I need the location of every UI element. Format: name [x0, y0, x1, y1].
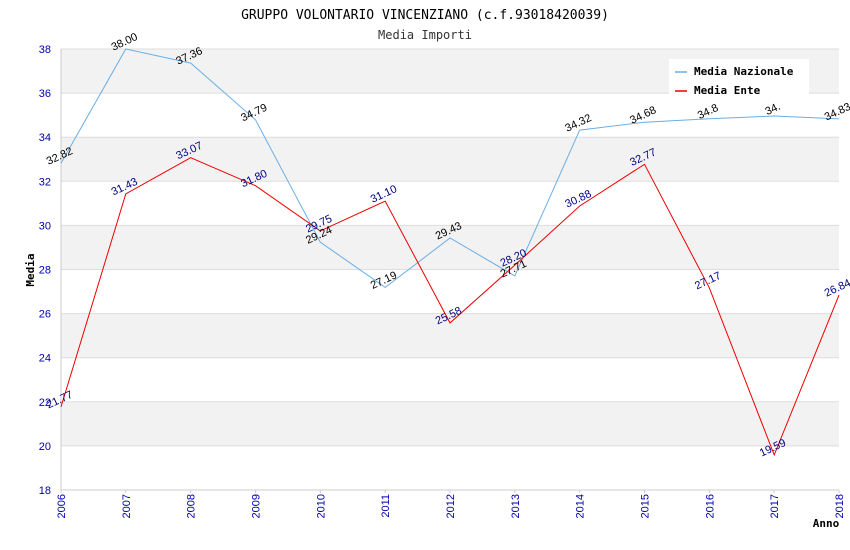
grid-bands — [61, 49, 839, 490]
x-tick-label: 2007 — [121, 494, 133, 518]
x-tick-label: 2013 — [510, 494, 522, 518]
series-line-media-nazionale — [60, 48, 840, 289]
x-tick-label: 2012 — [445, 494, 457, 518]
y-tick-label: 30 — [39, 220, 51, 232]
grid-band — [61, 269, 839, 314]
y-axis-ticks: 18 20 22 24 26 28 30 32 34 36 38 — [39, 44, 51, 497]
grid-band — [61, 401, 839, 446]
x-tick-label: 2009 — [251, 494, 263, 518]
x-tick-label: 2008 — [186, 494, 198, 518]
x-tick-label: 2016 — [704, 494, 716, 518]
series-line-media-ente — [60, 157, 840, 457]
chart-title: GRUPPO VOLONTARIO VINCENZIANO (c.f.93018… — [241, 8, 609, 23]
grid-band — [61, 313, 839, 358]
x-tick-label: 2014 — [575, 494, 587, 518]
data-label-media-nazionale: 34. — [763, 101, 782, 118]
x-tick-label: 2015 — [640, 494, 652, 518]
y-tick-label: 24 — [39, 353, 51, 365]
y-axis-label: Media — [24, 253, 37, 286]
y-tick-label: 22 — [39, 397, 51, 409]
grid-band — [61, 93, 839, 138]
x-tick-label: 2006 — [56, 494, 68, 518]
legend: Media Nazionale Media Ente — [669, 59, 809, 99]
y-tick-label: 26 — [39, 309, 51, 321]
x-axis-ticks: 2006 2007 2008 2009 2010 2011 2012 2013 2014 2015… — [56, 490, 846, 518]
y-tick-label: 20 — [39, 441, 51, 453]
y-tick-label: 36 — [39, 88, 51, 100]
x-tick-label: 2011 — [380, 494, 392, 518]
grid-band — [61, 181, 839, 226]
y-tick-label: 28 — [39, 265, 51, 277]
x-axis-label: Anno — [813, 517, 840, 530]
y-tick-label: 38 — [39, 44, 51, 56]
x-tick-label: 2010 — [315, 494, 327, 518]
grid-band — [61, 445, 839, 490]
grid-band — [61, 225, 839, 270]
y-tick-label: 34 — [39, 132, 51, 144]
legend-label-media-nazionale: Media Nazionale — [694, 65, 794, 78]
series-lines — [60, 48, 840, 457]
x-tick-label: 2017 — [769, 494, 781, 518]
grid-band — [61, 137, 839, 182]
grid-band — [61, 357, 839, 402]
y-tick-label: 18 — [39, 485, 51, 497]
x-tick-label: 2018 — [834, 494, 846, 518]
y-tick-label: 32 — [39, 176, 51, 188]
legend-label-media-ente: Media Ente — [694, 84, 761, 97]
chart-subtitle: Media Importi — [378, 28, 472, 42]
legend-box — [669, 59, 809, 99]
